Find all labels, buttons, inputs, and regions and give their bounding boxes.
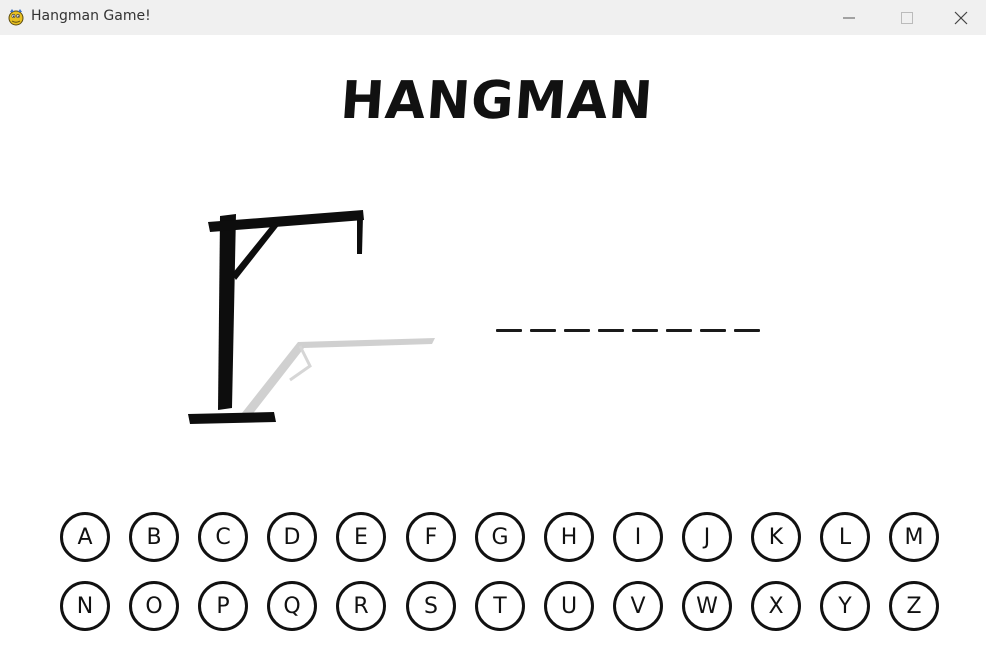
maximize-icon	[901, 11, 913, 24]
letter-button-w[interactable]: W	[682, 581, 732, 631]
letter-slot	[700, 329, 726, 332]
letter-button-z[interactable]: Z	[889, 581, 939, 631]
letter-button-e[interactable]: E	[336, 512, 386, 562]
pygame-snake-icon	[8, 9, 24, 26]
letter-button-q[interactable]: Q	[267, 581, 317, 631]
letter-button-y[interactable]: Y	[820, 581, 870, 631]
letter-button-t[interactable]: T	[475, 581, 525, 631]
word-slots	[496, 329, 760, 337]
letter-button-s[interactable]: S	[406, 581, 456, 631]
letter-button-i[interactable]: I	[613, 512, 663, 562]
gallows-image	[188, 210, 435, 424]
letter-slot	[598, 329, 624, 332]
game-title: HANGMAN	[338, 71, 656, 131]
letter-button-d[interactable]: D	[267, 512, 317, 562]
letter-button-g[interactable]: G	[475, 512, 525, 562]
close-icon	[954, 11, 968, 24]
close-button[interactable]	[936, 0, 986, 35]
letter-button-j[interactable]: J	[682, 512, 732, 562]
letter-button-h[interactable]: H	[544, 512, 594, 562]
letter-button-b[interactable]: B	[129, 512, 179, 562]
letter-slot	[632, 329, 658, 332]
letter-button-x[interactable]: X	[751, 581, 801, 631]
letter-slot	[734, 329, 760, 332]
letter-button-k[interactable]: K	[751, 512, 801, 562]
letter-slot	[666, 329, 692, 332]
letter-button-r[interactable]: R	[336, 581, 386, 631]
letter-button-v[interactable]: V	[613, 581, 663, 631]
letter-button-n[interactable]: N	[60, 581, 110, 631]
letter-button-u[interactable]: U	[544, 581, 594, 631]
letter-button-c[interactable]: C	[198, 512, 248, 562]
letter-button-l[interactable]: L	[820, 512, 870, 562]
maximize-button[interactable]	[878, 0, 936, 35]
minimize-button[interactable]	[820, 0, 878, 35]
letter-button-f[interactable]: F	[406, 512, 456, 562]
letter-slot	[530, 329, 556, 332]
letter-button-o[interactable]: O	[129, 581, 179, 631]
letter-slot	[496, 329, 522, 332]
title-bar: Hangman Game!	[0, 0, 986, 35]
letter-slot	[564, 329, 590, 332]
letter-button-m[interactable]: M	[889, 512, 939, 562]
window-title: Hangman Game!	[31, 8, 151, 24]
minimize-icon	[843, 17, 855, 18]
letter-button-p[interactable]: P	[198, 581, 248, 631]
letter-button-a[interactable]: A	[60, 512, 110, 562]
